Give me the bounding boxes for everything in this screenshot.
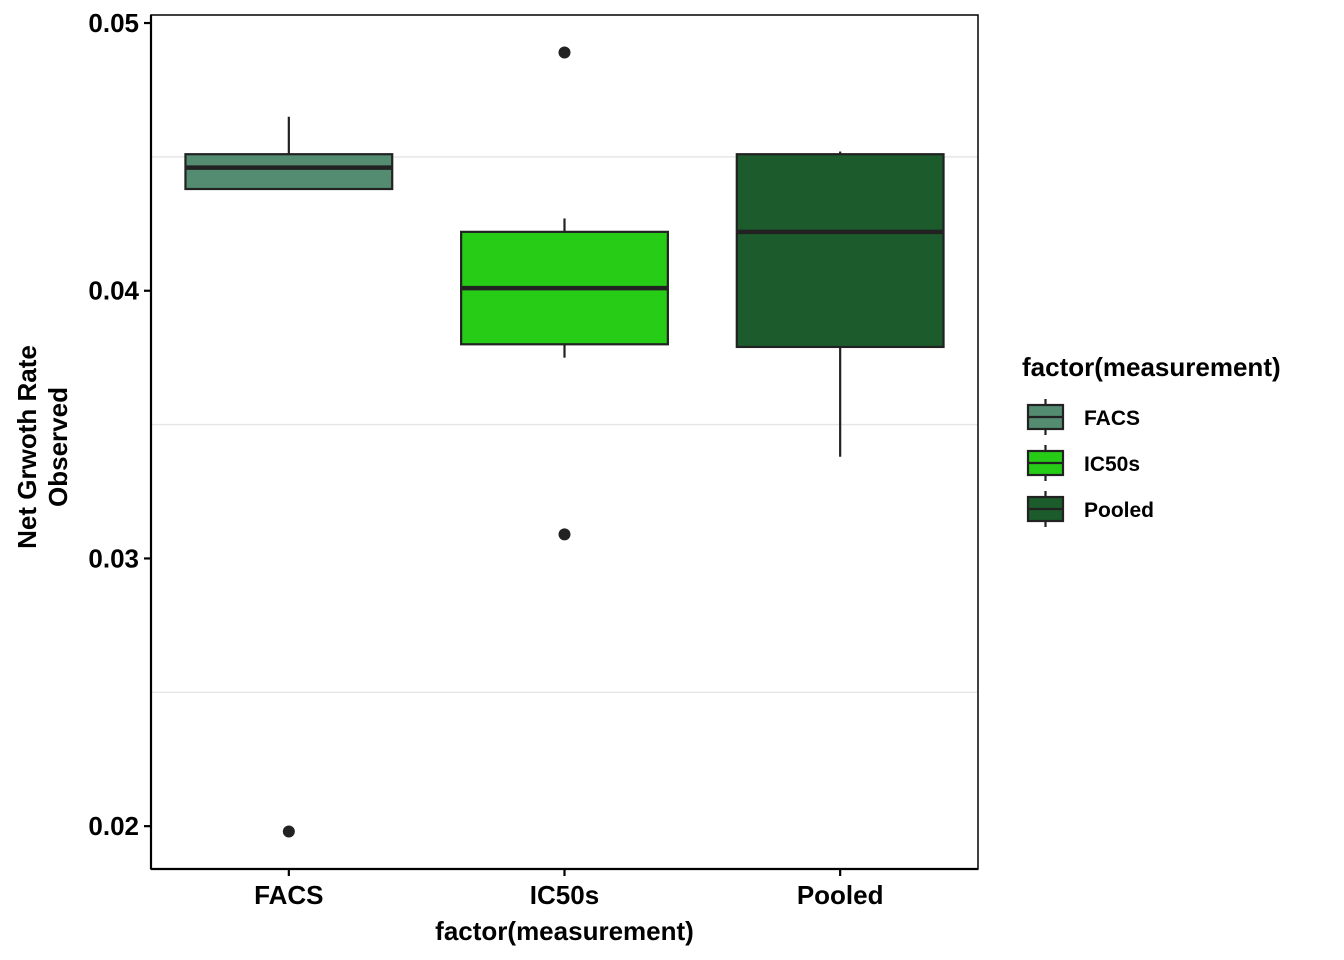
legend-entry-ic50s: IC50s <box>1026 445 1140 481</box>
box-pooled <box>735 153 945 349</box>
y-axis-title-line-1: Net Grwoth Rate <box>12 345 42 549</box>
box-layer <box>184 46 945 838</box>
outlier-point <box>282 825 295 838</box>
y-axis-title-line-2: Observed <box>43 387 73 507</box>
x-tick-label: FACS <box>254 880 323 910</box>
box-facs <box>184 153 394 191</box>
legend-entry-pooled: Pooled <box>1026 491 1154 527</box>
y-tick-label: 0.03 <box>88 543 139 573</box>
y-tick-label: 0.02 <box>88 811 139 841</box>
y-tick-label: 0.05 <box>88 8 139 38</box>
y-tick-label: 0.04 <box>88 276 139 306</box>
legend-title: factor(measurement) <box>1022 352 1281 382</box>
legend-label: FACS <box>1084 407 1140 430</box>
axes: 0.02 0.03 0.04 0.05 FACS IC50s Pooled <box>88 8 978 910</box>
x-axis-title: factor(measurement) <box>435 916 694 946</box>
outlier-point <box>558 528 571 541</box>
outlier-point <box>558 46 571 59</box>
legend-label: Pooled <box>1084 499 1154 522</box>
legend: factor(measurement) FACS IC50s Pooled <box>1022 352 1281 527</box>
x-tick-label: Pooled <box>797 880 884 910</box>
legend-entry-facs: FACS <box>1026 399 1140 435</box>
x-tick-label: IC50s <box>530 880 599 910</box>
legend-entries: FACS IC50s Pooled <box>1026 399 1154 527</box>
legend-label: IC50s <box>1084 453 1140 476</box>
